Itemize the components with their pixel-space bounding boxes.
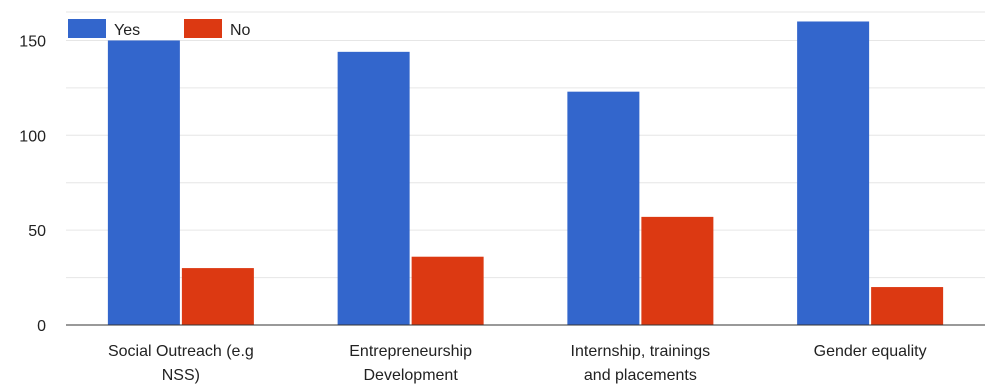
legend-label: Yes bbox=[114, 22, 140, 39]
y-tick-label: 50 bbox=[28, 223, 46, 240]
legend-swatch bbox=[184, 19, 222, 38]
y-tick-label: 0 bbox=[37, 318, 46, 335]
bar-yes-0[interactable] bbox=[107, 40, 180, 326]
bar-yes-1[interactable] bbox=[337, 51, 410, 325]
y-tick-label: 150 bbox=[19, 33, 46, 50]
bars bbox=[107, 21, 944, 326]
x-category-label: Development bbox=[363, 367, 458, 384]
bar-no-1[interactable] bbox=[411, 256, 484, 325]
bar-no-0[interactable] bbox=[181, 268, 254, 325]
legend[interactable]: Yes No bbox=[68, 19, 251, 39]
x-category-label: Entrepreneurship bbox=[349, 343, 472, 360]
legend-label: No bbox=[230, 22, 251, 39]
legend-item-yes[interactable]: Yes bbox=[68, 19, 140, 39]
bar-no-2[interactable] bbox=[641, 216, 714, 325]
x-category-label: Internship, trainings bbox=[571, 343, 711, 360]
bar-yes-2[interactable] bbox=[567, 91, 640, 325]
x-axis-category-labels: Social Outreach (e.g NSS) Entrepreneurship… bbox=[108, 343, 927, 384]
legend-swatch bbox=[68, 19, 106, 38]
y-axis-tick-labels: 0 50 100 150 bbox=[19, 33, 46, 335]
x-category-label: NSS) bbox=[162, 367, 200, 384]
legend-item-no[interactable]: No bbox=[184, 19, 251, 39]
x-category-label: and placements bbox=[584, 367, 697, 384]
x-category-label: Social Outreach (e.g bbox=[108, 343, 254, 360]
bar-yes-3[interactable] bbox=[797, 21, 870, 325]
gridlines bbox=[66, 11, 985, 279]
y-tick-label: 100 bbox=[19, 128, 46, 145]
x-category-label: Gender equality bbox=[814, 343, 927, 360]
bar-no-3[interactable] bbox=[871, 287, 944, 325]
